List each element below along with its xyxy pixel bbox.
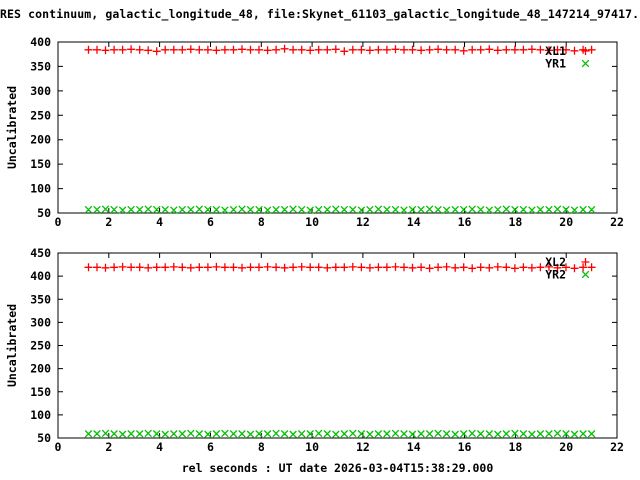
y-tick-label: 300 [30, 84, 51, 98]
legend-label-XL2: XL2 [545, 255, 566, 269]
x-tick-label: 10 [305, 215, 319, 229]
y-tick-label: 150 [30, 385, 51, 399]
x-tick-label: 18 [508, 215, 522, 229]
x-tick-label: 4 [156, 215, 163, 229]
y-tick-label: 250 [30, 339, 51, 353]
y-axis-label: Uncalibrated [5, 304, 19, 387]
legend-sample-XL1 [581, 47, 590, 55]
x-tick-label: 4 [156, 440, 163, 454]
panel-2: 0 2 4 6 8 10 12 14 16 18 20 22 50 100 150 200 250 300 350 4… [5, 246, 624, 454]
x-tick-label: 2 [105, 215, 112, 229]
x-tick-label: 16 [458, 440, 472, 454]
x-tick-label: 8 [258, 440, 265, 454]
y-tick-label: 300 [30, 315, 51, 329]
y-tick-label: 50 [37, 206, 51, 220]
x-tick-label: 22 [610, 215, 624, 229]
x-tick-label: 18 [508, 440, 522, 454]
series-XL2 [84, 262, 596, 273]
series-YR1 [84, 205, 596, 214]
legend-label-XL1: XL1 [545, 44, 566, 58]
x-tick-label: 12 [356, 440, 370, 454]
series-YR2 [84, 429, 596, 439]
x-tick-label: 2 [105, 440, 112, 454]
legend-sample-XL2 [581, 258, 590, 266]
chart-title: RES continuum, galactic_longitude_48, fi… [0, 7, 640, 21]
x-tick-label: 6 [207, 440, 214, 454]
x-tick-label: 22 [610, 440, 624, 454]
legend-label-YR2: YR2 [545, 268, 566, 282]
x-tick-label: 10 [305, 440, 319, 454]
x-tick-label: 0 [55, 215, 62, 229]
y-tick-label: 50 [37, 431, 51, 445]
x-tick-label: 14 [407, 215, 421, 229]
x-tick-label: 14 [407, 440, 421, 454]
y-tick-label: 200 [30, 133, 51, 147]
y-tick-label: 250 [30, 108, 51, 122]
y-tick-label: 400 [30, 35, 51, 49]
x-tick-label: 8 [258, 215, 265, 229]
x-tick-label: 6 [207, 215, 214, 229]
y-axis-label: Uncalibrated [5, 86, 19, 169]
x-tick-label: 16 [458, 215, 472, 229]
y-tick-label: 200 [30, 362, 51, 376]
x-tick-label: 20 [559, 215, 573, 229]
y-tick-label: 100 [30, 182, 51, 196]
y-tick-label: 150 [30, 157, 51, 171]
x-tick-label: 20 [559, 440, 573, 454]
y-tick-label: 450 [30, 246, 51, 260]
x-tick-label: 12 [356, 215, 370, 229]
panel-1: 0 2 4 6 8 10 12 14 16 18 20 22 50 100 150 200 250 300 350 4… [5, 35, 624, 229]
y-tick-label: 100 [30, 408, 51, 422]
legend-sample-YR2 [581, 270, 590, 279]
series-XL1 [84, 44, 596, 56]
y-tick-label: 350 [30, 59, 51, 73]
y-tick-label: 350 [30, 292, 51, 306]
x-tick-label: 0 [55, 440, 62, 454]
legend-sample-YR1 [581, 59, 590, 68]
x-axis-label: rel seconds : UT date 2026-03-04T15:38:2… [181, 461, 494, 475]
y-tick-label: 400 [30, 269, 51, 283]
legend-label-YR1: YR1 [545, 57, 566, 71]
